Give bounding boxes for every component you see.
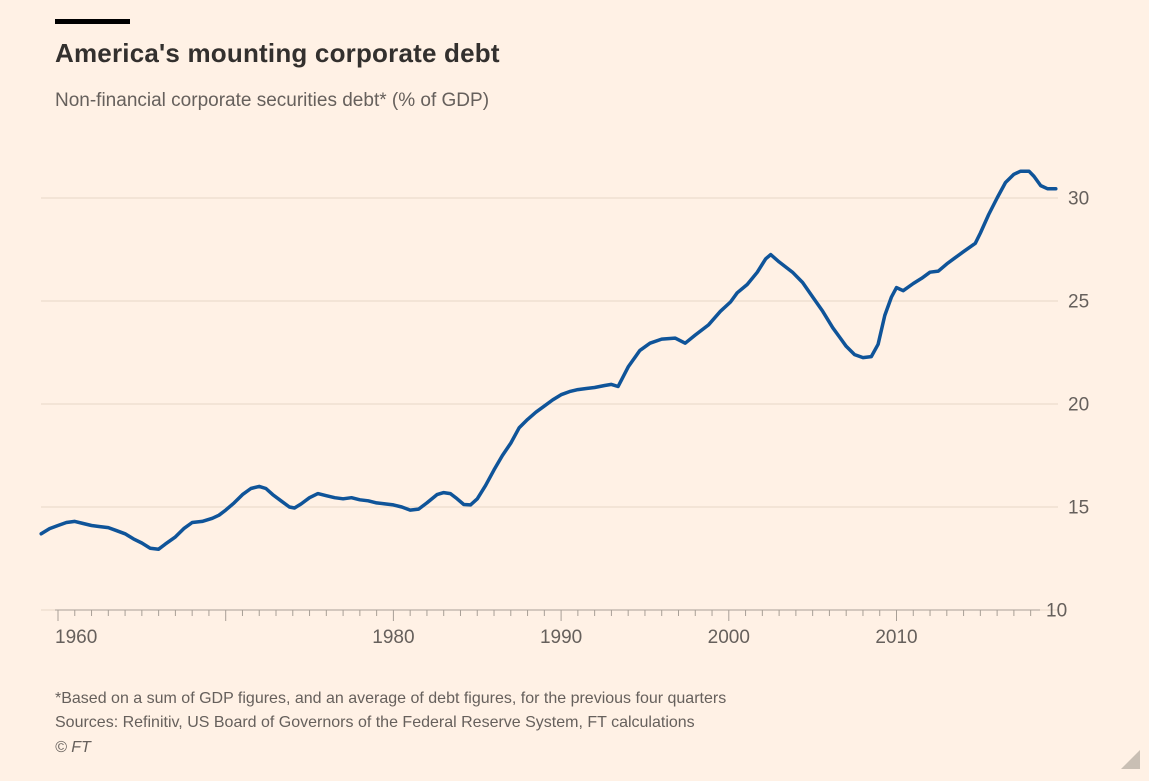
chart-subtitle: Non-financial corporate securities debt*…: [55, 90, 490, 111]
x-axis-label-2000: 2000: [708, 627, 750, 648]
chart-title: America's mounting corporate debt: [55, 38, 500, 68]
y-axis-label-25: 25: [1068, 292, 1089, 313]
data-line-series-0: [39, 169, 1058, 551]
chart-sources: Sources: Refinitiv, US Board of Governor…: [55, 714, 695, 731]
y-axis-label-10: 10: [1046, 601, 1067, 622]
y-axis-label-15: 15: [1068, 498, 1089, 519]
accent-bar: [55, 19, 130, 24]
chart-footnote: *Based on a sum of GDP figures, and an a…: [55, 690, 727, 707]
x-axis-label-1960: 1960: [55, 627, 97, 648]
x-axis-label-2010: 2010: [875, 627, 917, 648]
x-axis-label-1980: 1980: [372, 627, 414, 648]
y-axis-label-30: 30: [1068, 189, 1089, 210]
resize-handle-icon[interactable]: [1121, 750, 1140, 769]
x-axis-label-1990: 1990: [540, 627, 582, 648]
ft-copyright: © FT: [55, 739, 91, 756]
y-axis-label-20: 20: [1068, 395, 1089, 416]
